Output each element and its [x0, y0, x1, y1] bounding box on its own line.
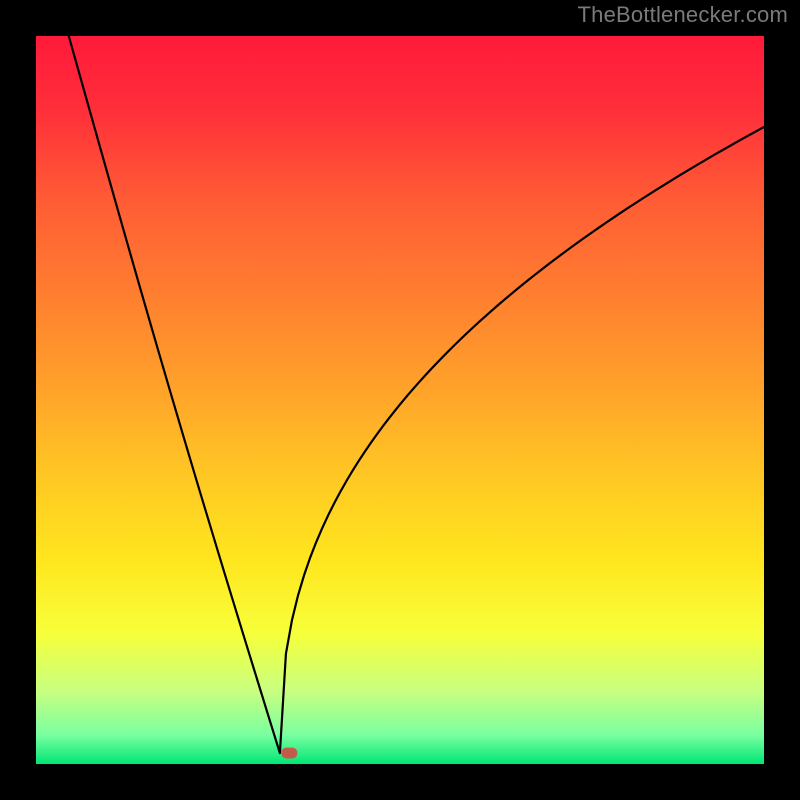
bottleneck-chart — [0, 0, 800, 800]
optimal-point-marker — [281, 748, 297, 759]
chart-stage: TheBottlenecker.com — [0, 0, 800, 800]
plot-background — [36, 36, 764, 764]
watermark-text: TheBottlenecker.com — [578, 2, 788, 28]
